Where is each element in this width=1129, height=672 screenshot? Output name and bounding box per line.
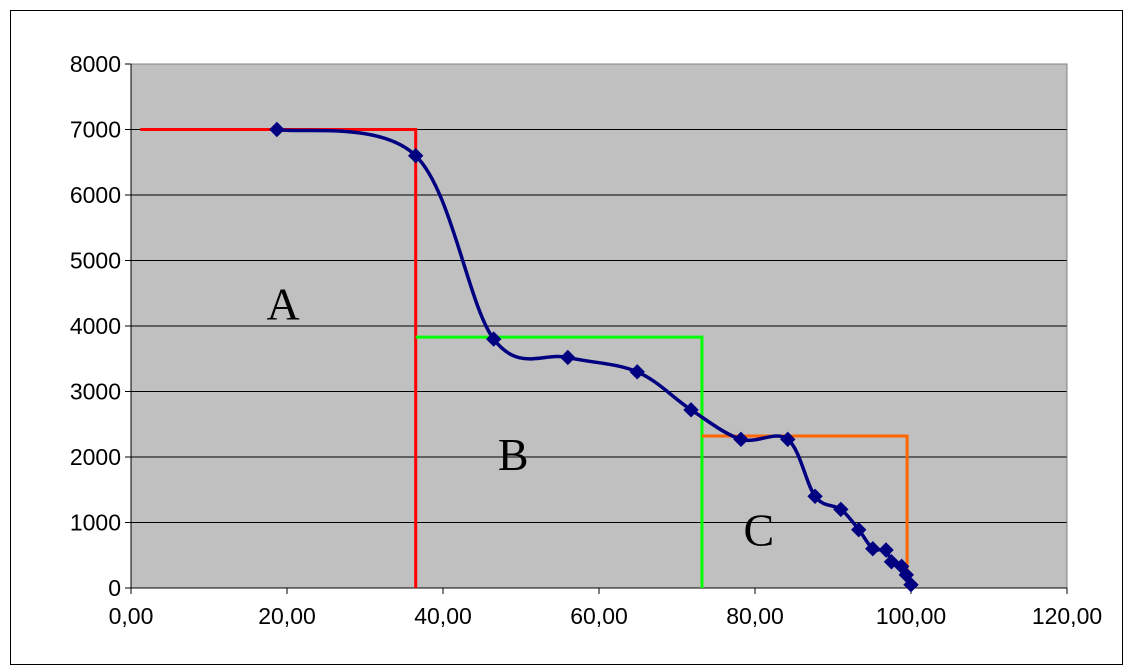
data-point: [269, 121, 285, 138]
data-point: [903, 577, 919, 593]
x-tick-label: 40,00: [414, 603, 472, 629]
y-tick-label: 5000: [70, 248, 121, 274]
x-tick-label: 100,00: [876, 603, 946, 629]
y-tick-label: 7000: [70, 117, 121, 143]
data-point: [629, 364, 645, 380]
y-tick-label: 1000: [70, 510, 121, 536]
y-tick-label: 6000: [70, 182, 121, 208]
y-tick-label: 0: [108, 575, 121, 601]
data-point: [485, 331, 502, 347]
data-point: [407, 147, 424, 164]
overlay-line-b: [415, 335, 704, 588]
y-tick-label: 2000: [70, 444, 121, 470]
region-labels: A B C: [266, 278, 774, 555]
data-point: [780, 431, 796, 448]
series: [269, 121, 919, 593]
x-tick-label: 0,00: [109, 603, 154, 629]
region-label-c: C: [744, 504, 775, 555]
overlay-line-a: [140, 128, 418, 588]
x-tick-label: 80,00: [726, 603, 784, 629]
y-tick-label: 8000: [70, 51, 121, 77]
y-tick-label: 3000: [70, 379, 121, 405]
region-label-b: B: [498, 429, 529, 480]
data-point: [733, 431, 749, 448]
y-tick-label: 4000: [70, 313, 121, 339]
data-point: [883, 554, 900, 570]
chart-frame: 0,00 20,00 40,00 60,00 80,00 100,00 120,00 0 10…: [10, 10, 1123, 665]
x-tick-label: 120,00: [1032, 603, 1102, 629]
x-tick-label: 60,00: [570, 603, 628, 629]
data-point: [851, 521, 867, 538]
x-tick-label: 20,00: [258, 603, 316, 629]
data-point: [833, 501, 849, 518]
y-axis-ticks: 0 1000 2000 3000 4000 5000 6000 7000 8000: [70, 51, 131, 601]
region-label-a: A: [266, 278, 299, 329]
data-point: [878, 542, 894, 558]
data-point: [807, 488, 823, 505]
x-axis-ticks: 0,00 20,00 40,00 60,00 80,00 100,00 120,00: [109, 588, 1102, 629]
data-point: [560, 349, 576, 366]
data-point: [865, 540, 881, 557]
data-point: [683, 402, 699, 418]
chart: 0,00 20,00 40,00 60,00 80,00 100,00 120,00 0 10…: [70, 51, 1102, 629]
